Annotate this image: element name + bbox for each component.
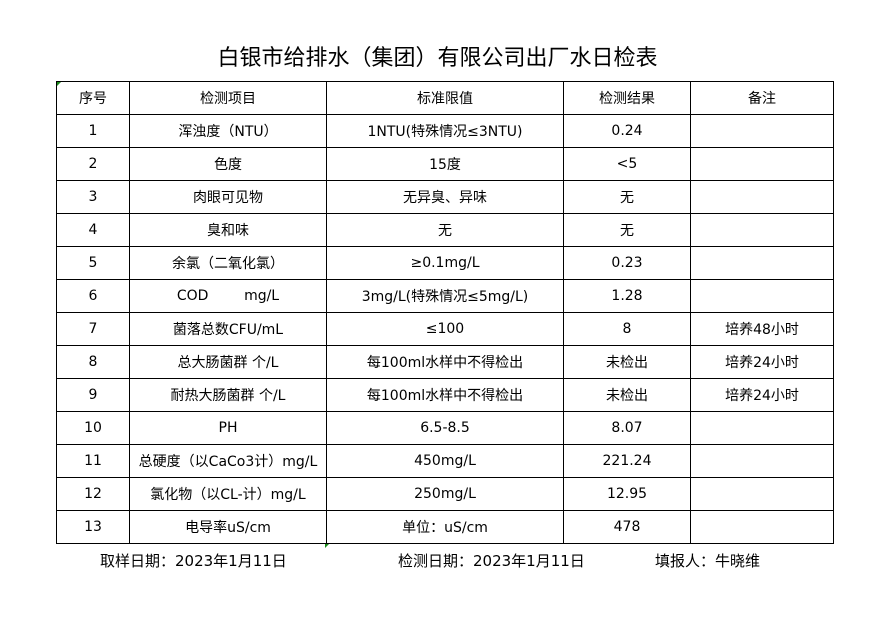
- table-cell: 221.24: [563, 444, 691, 478]
- table-cell: [690, 114, 834, 148]
- table-cell: 250mg/L: [326, 477, 564, 511]
- table-cell: [690, 477, 834, 511]
- table-row: 10 PH 6.5-8.5 8.07: [56, 411, 834, 445]
- table-cell: 3: [56, 180, 130, 214]
- table-cell: 氯化物（以CL-计）mg/L: [129, 477, 327, 511]
- table-cell: 未检出: [563, 345, 691, 379]
- table-cell: 0.23: [563, 246, 691, 280]
- sampling-date: 取样日期：2023年1月11日: [100, 552, 287, 570]
- table-cell: 未检出: [563, 378, 691, 412]
- table-cell: 6.5-8.5: [326, 411, 564, 445]
- table-cell: [690, 246, 834, 280]
- table-cell: 12: [56, 477, 130, 511]
- table-cell: 总硬度（以CaCo3计）mg/L: [129, 444, 327, 478]
- table-cell: [690, 279, 834, 313]
- table-cell: PH: [129, 411, 327, 445]
- table-cell: 无异臭、异味: [326, 180, 564, 214]
- table-cell: [690, 147, 834, 181]
- table-cell: 1.28: [563, 279, 691, 313]
- table-row: 8 总大肠菌群 个/L 每100ml水样中不得检出 未检出 培养24小时: [56, 345, 834, 379]
- table-cell: 9: [56, 378, 130, 412]
- table-cell: 无: [563, 180, 691, 214]
- table-cell: 15度: [326, 147, 564, 181]
- table-cell: 无: [563, 213, 691, 247]
- table-row: 2 色度 15度 <5: [56, 147, 834, 181]
- table-cell: 培养24小时: [690, 345, 834, 379]
- column-header: 检测项目: [129, 81, 327, 115]
- table-cell: <5: [563, 147, 691, 181]
- table-row: 11 总硬度（以CaCo3计）mg/L 450mg/L 221.24: [56, 444, 834, 478]
- column-header: 检测结果: [563, 81, 691, 115]
- table-row: 3 肉眼可见物 无异臭、异味无: [56, 180, 834, 214]
- table-row: 6 COD mg/L 3mg/L(特殊情况≤5mg/L) 1.28: [56, 279, 834, 313]
- table-row: 1 浑浊度（NTU） 1NTU(特殊情况≤3NTU) 0.24: [56, 114, 834, 148]
- table-cell: 总大肠菌群 个/L: [129, 345, 327, 379]
- table-cell: 色度: [129, 147, 327, 181]
- table-cell: 7: [56, 312, 130, 346]
- table-cell: 6: [56, 279, 130, 313]
- table-cell: [690, 411, 834, 445]
- table-cell: 13: [56, 510, 130, 544]
- table-cell: 11: [56, 444, 130, 478]
- table-cell: 1: [56, 114, 130, 148]
- table-cell: [690, 180, 834, 214]
- table-cell: 12.95: [563, 477, 691, 511]
- table-cell: COD mg/L: [129, 279, 327, 313]
- table-cell: [690, 444, 834, 478]
- table-cell: 3mg/L(特殊情况≤5mg/L): [326, 279, 564, 313]
- table-cell: 浑浊度（NTU）: [129, 114, 327, 148]
- table-row: 5 余氯（二氧化氯） ≥0.1mg/L 0.23: [56, 246, 834, 280]
- table-row: 4 臭和味无无: [56, 213, 834, 247]
- inspection-table: 序号 检测项目 标准限值 检测结果 备注 1 浑浊度（NTU） 1NTU(特殊情况≤3NTU…: [56, 81, 834, 544]
- table-cell: 2: [56, 147, 130, 181]
- table-cell: 每100ml水样中不得检出: [326, 345, 564, 379]
- table-cell: 单位：uS/cm: [326, 510, 564, 544]
- table-cell: 臭和味: [129, 213, 327, 247]
- table-row: 9 耐热大肠菌群 个/L 每100ml水样中不得检出 未检出 培养24小时: [56, 378, 834, 412]
- table-cell: 10: [56, 411, 130, 445]
- testing-date: 检测日期：2023年1月11日: [398, 552, 585, 570]
- table-cell: 培养24小时: [690, 378, 834, 412]
- table-cell: 5: [56, 246, 130, 280]
- table-cell: [690, 213, 834, 247]
- table-row: 7 菌落总数CFU/mL ≤100 8 培养48小时: [56, 312, 834, 346]
- table-cell: 8.07: [563, 411, 691, 445]
- table-cell: 4: [56, 213, 130, 247]
- column-header: 标准限值: [326, 81, 564, 115]
- cell-marker: [325, 543, 330, 548]
- table-cell: 1NTU(特殊情况≤3NTU): [326, 114, 564, 148]
- table-cell: 每100ml水样中不得检出: [326, 378, 564, 412]
- table-cell: 8: [563, 312, 691, 346]
- reporter: 填报人：牛晓维: [655, 552, 761, 570]
- table-cell: 耐热大肠菌群 个/L: [129, 378, 327, 412]
- table-cell: 0.24: [563, 114, 691, 148]
- table-cell: 肉眼可见物: [129, 180, 327, 214]
- page-title: 白银市给排水（集团）有限公司出厂水日检表: [217, 46, 658, 71]
- table-cell: 菌落总数CFU/mL: [129, 312, 327, 346]
- table-cell: 电导率uS/cm: [129, 510, 327, 544]
- header-row: 序号 检测项目 标准限值 检测结果 备注: [56, 81, 834, 115]
- table-row: 12 氯化物（以CL-计）mg/L 250mg/L 12.95: [56, 477, 834, 511]
- table-cell: 无: [326, 213, 564, 247]
- table-cell: ≤100: [326, 312, 564, 346]
- table-cell: [690, 510, 834, 544]
- table-cell: ≥0.1mg/L: [326, 246, 564, 280]
- table-cell: 8: [56, 345, 130, 379]
- column-header: 序号: [56, 81, 130, 115]
- table-row: 13 电导率uS/cm 单位：uS/cm 478: [56, 510, 834, 544]
- table-cell: 余氯（二氧化氯）: [129, 246, 327, 280]
- column-header: 备注: [690, 81, 834, 115]
- table-cell: 培养48小时: [690, 312, 834, 346]
- table-cell: 478: [563, 510, 691, 544]
- table-cell: 450mg/L: [326, 444, 564, 478]
